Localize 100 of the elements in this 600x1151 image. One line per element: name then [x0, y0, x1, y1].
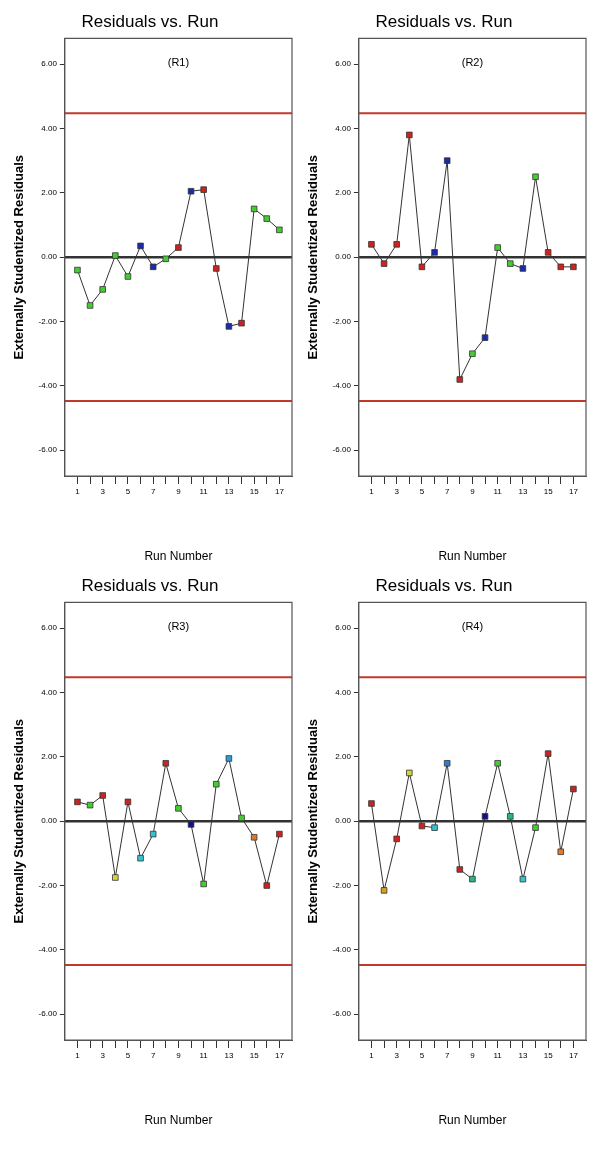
x-tick-label: 3 [100, 487, 106, 496]
point [469, 350, 476, 357]
x-axis-title: Run Number [144, 1113, 213, 1128]
y-axis-title: Externally Studentized Residuals [305, 154, 321, 360]
y-axis-title: Externally Studentized Residuals [11, 154, 27, 360]
point [507, 260, 514, 267]
y-tick-label: -6.00 [332, 1009, 352, 1019]
x-tick-label: 7 [150, 1051, 156, 1060]
point [368, 241, 375, 248]
point [213, 780, 220, 788]
x-axis-title: Run Number [438, 549, 507, 564]
y-tick-label: 0.00 [41, 816, 58, 826]
x-tick-label: 17 [274, 487, 285, 496]
point [74, 798, 81, 806]
point [380, 887, 388, 894]
point [276, 830, 283, 838]
point [544, 249, 552, 256]
y-tick-label: 6.00 [335, 59, 352, 69]
x-tick-label: 13 [518, 1051, 528, 1060]
point [162, 255, 170, 263]
x-tick-label: 13 [224, 1051, 234, 1060]
point [393, 241, 400, 248]
y-tick-label: 4.00 [41, 123, 58, 133]
point [187, 821, 195, 828]
x-tick-label: 11 [493, 487, 503, 496]
y-tick-label: 0.00 [41, 252, 58, 262]
x-tick-label: 3 [394, 487, 400, 496]
point [175, 244, 182, 251]
point [175, 805, 182, 812]
x-axis-title: Run Number [144, 549, 213, 564]
annotation: (R3) [167, 620, 190, 633]
x-tick-label: 5 [419, 487, 425, 496]
y-tick-label: 4.00 [335, 123, 352, 133]
x-tick-label: 9 [470, 1051, 476, 1060]
point [406, 769, 413, 777]
point [124, 273, 132, 280]
x-tick-label: 1 [75, 487, 81, 496]
y-tick-label: -2.00 [38, 316, 58, 326]
point [74, 266, 81, 274]
point [393, 835, 400, 843]
point [137, 242, 144, 250]
y-tick-label: 0.00 [335, 252, 352, 262]
y-tick-label: 2.00 [41, 752, 58, 762]
y-tick-label: -4.00 [332, 945, 352, 955]
point [418, 822, 426, 830]
x-tick-label: 11 [493, 1051, 503, 1060]
x-tick-label: 1 [369, 1051, 375, 1060]
point [519, 265, 527, 272]
point [238, 319, 245, 327]
point [124, 798, 132, 806]
y-tick-label: -4.00 [38, 381, 58, 391]
annotation: (R4) [461, 620, 484, 633]
annotation: (R2) [461, 56, 484, 69]
point [238, 814, 245, 822]
y-tick-label: 2.00 [41, 188, 58, 198]
point [263, 215, 270, 222]
point [532, 824, 539, 831]
point [250, 205, 258, 213]
chart-title: Residuals vs. Run [81, 11, 219, 31]
chart-title: Residuals vs. Run [375, 11, 513, 31]
point [225, 755, 233, 762]
y-tick-label: 6.00 [41, 59, 58, 69]
x-tick-label: 11 [199, 1051, 209, 1060]
x-tick-label: 13 [224, 487, 234, 496]
x-tick-label: 5 [419, 1051, 425, 1060]
y-tick-label: -4.00 [38, 945, 58, 955]
x-tick-label: 1 [75, 1051, 81, 1060]
annotation: (R1) [167, 56, 190, 69]
point [443, 157, 451, 164]
y-tick-label: 2.00 [335, 188, 352, 198]
point [431, 249, 438, 256]
y-tick-label: 2.00 [335, 752, 352, 762]
point [187, 188, 195, 195]
point [149, 263, 157, 271]
x-tick-label: 7 [150, 487, 156, 496]
x-tick-label: 5 [125, 1051, 131, 1060]
point [406, 131, 413, 139]
point [507, 813, 514, 820]
y-tick-label: 4.00 [335, 687, 352, 697]
x-tick-label: 3 [394, 1051, 400, 1060]
chart-title: Residuals vs. Run [375, 575, 513, 595]
point [213, 265, 220, 272]
y-tick-label: -2.00 [332, 316, 352, 326]
y-tick-label: -2.00 [332, 880, 352, 890]
y-tick-label: 6.00 [335, 623, 352, 633]
point [570, 785, 577, 793]
point [380, 260, 388, 267]
x-tick-label: 9 [176, 487, 182, 496]
point [276, 226, 283, 234]
chart-title: Residuals vs. Run [81, 575, 219, 595]
point [557, 848, 564, 855]
x-tick-label: 1 [369, 487, 375, 496]
x-tick-label: 17 [568, 487, 579, 496]
point [519, 875, 527, 883]
point [570, 263, 577, 271]
point [494, 244, 501, 251]
x-tick-label: 3 [100, 1051, 106, 1060]
x-tick-label: 13 [518, 487, 528, 496]
x-tick-label: 9 [470, 487, 476, 496]
y-axis-title: Externally Studentized Residuals [305, 718, 321, 924]
